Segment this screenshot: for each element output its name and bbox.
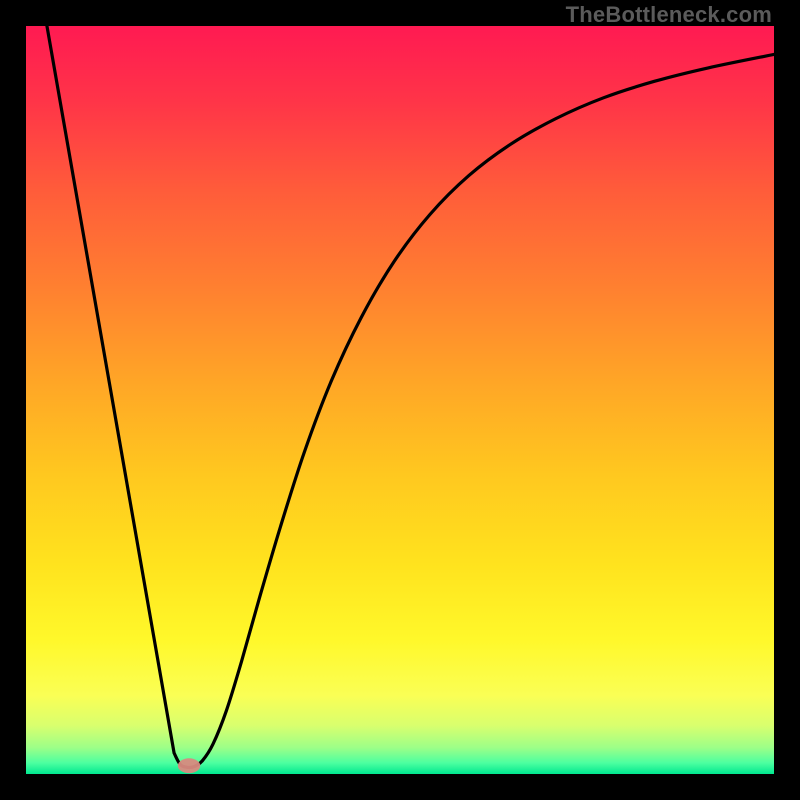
chart-frame: TheBottleneck.com — [0, 0, 800, 800]
border-left — [0, 0, 26, 800]
gradient-background — [26, 26, 774, 774]
optimal-point-marker — [178, 758, 200, 773]
plot-area — [26, 26, 774, 774]
border-bottom — [0, 774, 800, 800]
border-right — [774, 0, 800, 800]
plot-svg — [26, 26, 774, 774]
watermark-text: TheBottleneck.com — [566, 2, 772, 28]
